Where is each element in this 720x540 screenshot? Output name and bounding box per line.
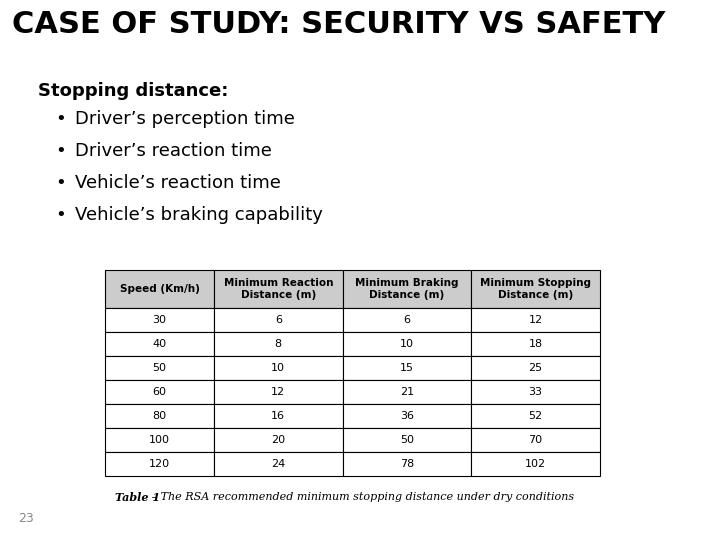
Text: 8: 8 bbox=[275, 339, 282, 349]
Bar bbox=[472, 404, 600, 428]
Text: 12: 12 bbox=[271, 387, 285, 397]
Bar bbox=[343, 356, 472, 380]
Text: Stopping distance:: Stopping distance: bbox=[38, 82, 228, 100]
Text: 24: 24 bbox=[271, 459, 285, 469]
Bar bbox=[472, 428, 600, 452]
Bar bbox=[214, 380, 343, 404]
Text: 10: 10 bbox=[400, 339, 414, 349]
Bar bbox=[105, 270, 214, 308]
Text: 50: 50 bbox=[153, 363, 166, 373]
Bar bbox=[343, 270, 472, 308]
Text: Minimum Braking
Distance (m): Minimum Braking Distance (m) bbox=[355, 278, 459, 300]
Text: CASE OF STUDY: SECURITY VS SAFETY: CASE OF STUDY: SECURITY VS SAFETY bbox=[12, 10, 665, 39]
Text: 40: 40 bbox=[153, 339, 166, 349]
Bar bbox=[343, 404, 472, 428]
Text: 52: 52 bbox=[528, 411, 543, 421]
Text: 78: 78 bbox=[400, 459, 414, 469]
Text: 21: 21 bbox=[400, 387, 414, 397]
Text: 60: 60 bbox=[153, 387, 166, 397]
Text: Driver’s reaction time: Driver’s reaction time bbox=[75, 142, 272, 160]
Text: Minimum Stopping
Distance (m): Minimum Stopping Distance (m) bbox=[480, 278, 591, 300]
Bar bbox=[105, 428, 214, 452]
Bar bbox=[343, 332, 472, 356]
Text: 20: 20 bbox=[271, 435, 285, 445]
Text: Table 1: Table 1 bbox=[115, 492, 160, 503]
Text: •: • bbox=[55, 174, 66, 192]
Text: •: • bbox=[55, 110, 66, 128]
Bar bbox=[105, 356, 214, 380]
Bar bbox=[472, 308, 600, 332]
Bar bbox=[343, 380, 472, 404]
Bar bbox=[472, 270, 600, 308]
Text: Vehicle’s reaction time: Vehicle’s reaction time bbox=[75, 174, 281, 192]
Bar bbox=[214, 356, 343, 380]
Text: 120: 120 bbox=[149, 459, 170, 469]
Bar bbox=[472, 380, 600, 404]
Text: – The RSA recommended minimum stopping distance under dry conditions: – The RSA recommended minimum stopping d… bbox=[148, 492, 574, 502]
Bar bbox=[214, 308, 343, 332]
Text: 102: 102 bbox=[525, 459, 546, 469]
Text: 25: 25 bbox=[528, 363, 543, 373]
Bar bbox=[105, 404, 214, 428]
Text: Vehicle’s braking capability: Vehicle’s braking capability bbox=[75, 206, 323, 224]
Bar bbox=[105, 452, 214, 476]
Bar bbox=[214, 428, 343, 452]
Text: 50: 50 bbox=[400, 435, 414, 445]
Text: 80: 80 bbox=[153, 411, 166, 421]
Text: 100: 100 bbox=[149, 435, 170, 445]
Text: 23: 23 bbox=[18, 512, 34, 525]
Text: •: • bbox=[55, 206, 66, 224]
Bar bbox=[214, 270, 343, 308]
Bar bbox=[214, 452, 343, 476]
Text: 18: 18 bbox=[528, 339, 543, 349]
Bar bbox=[214, 332, 343, 356]
Text: 33: 33 bbox=[528, 387, 543, 397]
Text: 30: 30 bbox=[153, 315, 166, 325]
Bar bbox=[472, 332, 600, 356]
Bar bbox=[343, 428, 472, 452]
Bar bbox=[214, 404, 343, 428]
Bar bbox=[472, 452, 600, 476]
Text: 15: 15 bbox=[400, 363, 414, 373]
Text: Driver’s perception time: Driver’s perception time bbox=[75, 110, 295, 128]
Text: 36: 36 bbox=[400, 411, 414, 421]
Text: 6: 6 bbox=[403, 315, 410, 325]
Bar bbox=[343, 308, 472, 332]
Text: 12: 12 bbox=[528, 315, 543, 325]
Bar bbox=[472, 356, 600, 380]
Bar bbox=[105, 380, 214, 404]
Text: Speed (Km/h): Speed (Km/h) bbox=[120, 284, 199, 294]
Text: Minimum Reaction
Distance (m): Minimum Reaction Distance (m) bbox=[223, 278, 333, 300]
Text: 70: 70 bbox=[528, 435, 543, 445]
Text: 16: 16 bbox=[271, 411, 285, 421]
Bar bbox=[105, 332, 214, 356]
Bar bbox=[105, 308, 214, 332]
Text: 6: 6 bbox=[275, 315, 282, 325]
Bar bbox=[343, 452, 472, 476]
Text: 10: 10 bbox=[271, 363, 285, 373]
Text: •: • bbox=[55, 142, 66, 160]
